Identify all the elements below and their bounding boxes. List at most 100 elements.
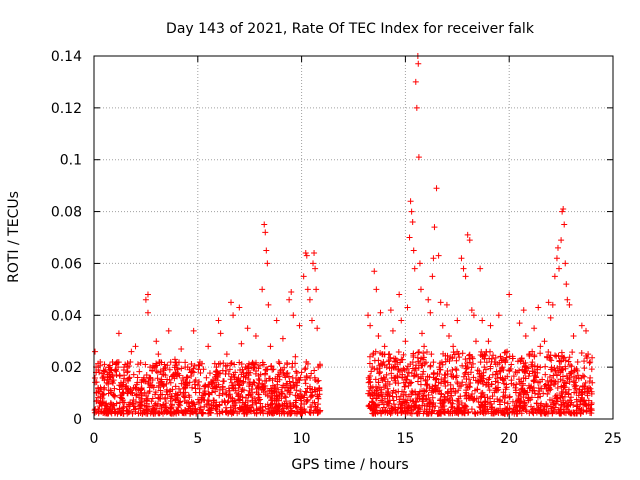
data-point bbox=[406, 393, 412, 400]
data-point bbox=[202, 383, 209, 390]
x-tick-label: 10 bbox=[293, 431, 311, 447]
data-point bbox=[196, 358, 203, 365]
data-point bbox=[208, 381, 215, 388]
data-point bbox=[587, 406, 594, 413]
data-point bbox=[260, 389, 267, 396]
data-point bbox=[386, 397, 393, 404]
data-point bbox=[303, 252, 310, 259]
data-point bbox=[176, 402, 183, 409]
data-point bbox=[485, 338, 492, 345]
data-point bbox=[474, 386, 481, 393]
data-point bbox=[243, 365, 250, 372]
data-point bbox=[174, 373, 181, 380]
data-point bbox=[520, 375, 527, 382]
data-point bbox=[587, 358, 594, 365]
y-tick-label: 0.06 bbox=[51, 256, 82, 272]
data-point bbox=[419, 371, 426, 378]
data-point bbox=[414, 391, 421, 398]
data-point bbox=[118, 409, 125, 416]
data-point bbox=[486, 387, 493, 394]
data-point bbox=[368, 404, 375, 411]
data-point bbox=[537, 343, 544, 350]
data-point bbox=[481, 364, 488, 371]
data-point bbox=[125, 401, 132, 408]
data-point bbox=[217, 360, 224, 367]
data-point bbox=[262, 229, 269, 236]
data-point bbox=[263, 366, 270, 373]
data-point bbox=[177, 389, 184, 396]
data-point bbox=[572, 379, 579, 386]
data-point bbox=[560, 397, 567, 404]
data-point bbox=[267, 343, 274, 350]
data-point bbox=[153, 368, 160, 375]
data-point bbox=[284, 361, 291, 368]
data-point bbox=[547, 403, 554, 410]
data-point bbox=[239, 386, 246, 393]
data-point bbox=[441, 377, 448, 384]
data-point bbox=[265, 301, 272, 308]
data-point bbox=[426, 403, 433, 410]
data-point bbox=[293, 397, 300, 404]
data-point bbox=[307, 403, 314, 410]
data-point bbox=[548, 377, 555, 384]
data-point bbox=[312, 388, 319, 395]
data-point bbox=[392, 389, 399, 396]
data-point bbox=[497, 353, 504, 360]
data-point bbox=[417, 381, 424, 388]
data-point bbox=[391, 375, 398, 382]
data-point bbox=[114, 410, 121, 417]
data-point bbox=[567, 401, 574, 408]
data-point bbox=[255, 384, 262, 391]
data-point bbox=[493, 408, 500, 415]
data-point bbox=[281, 393, 288, 400]
data-point bbox=[438, 359, 445, 366]
data-point bbox=[559, 208, 566, 215]
data-point bbox=[450, 343, 457, 350]
data-point bbox=[529, 363, 536, 370]
data-point bbox=[463, 392, 470, 399]
data-point bbox=[508, 361, 515, 368]
data-point bbox=[525, 365, 532, 372]
data-point bbox=[304, 396, 311, 403]
data-point bbox=[223, 351, 230, 358]
data-point bbox=[383, 371, 390, 378]
y-tick-label: 0.1 bbox=[60, 153, 82, 169]
data-point bbox=[540, 390, 547, 397]
data-point bbox=[398, 317, 405, 324]
data-point bbox=[516, 320, 523, 327]
data-point bbox=[211, 360, 218, 367]
data-point bbox=[121, 399, 128, 406]
data-point bbox=[478, 348, 485, 355]
data-point bbox=[446, 396, 453, 403]
data-point bbox=[547, 314, 554, 321]
data-point bbox=[111, 385, 118, 392]
data-point bbox=[156, 359, 163, 366]
data-point bbox=[495, 312, 502, 319]
data-point bbox=[276, 403, 283, 410]
plot-frame bbox=[93, 55, 614, 420]
data-point bbox=[474, 410, 481, 417]
data-point bbox=[174, 392, 181, 399]
data-point bbox=[302, 376, 309, 383]
data-point bbox=[245, 391, 252, 398]
data-point bbox=[494, 395, 501, 402]
data-point bbox=[489, 371, 496, 378]
data-point bbox=[496, 396, 503, 403]
data-point bbox=[379, 351, 386, 358]
data-point bbox=[162, 365, 169, 372]
data-point bbox=[526, 385, 533, 392]
data-point bbox=[167, 387, 174, 394]
data-point bbox=[521, 399, 528, 406]
data-point bbox=[227, 360, 234, 367]
data-point bbox=[542, 363, 549, 370]
data-point bbox=[248, 361, 255, 368]
data-point bbox=[581, 358, 588, 365]
data-point bbox=[462, 273, 469, 280]
data-point bbox=[255, 391, 262, 398]
data-point bbox=[468, 364, 475, 371]
data-point bbox=[228, 299, 235, 306]
data-point bbox=[477, 359, 484, 366]
data-point bbox=[569, 349, 576, 356]
data-point bbox=[529, 409, 536, 416]
data-point bbox=[149, 395, 156, 402]
